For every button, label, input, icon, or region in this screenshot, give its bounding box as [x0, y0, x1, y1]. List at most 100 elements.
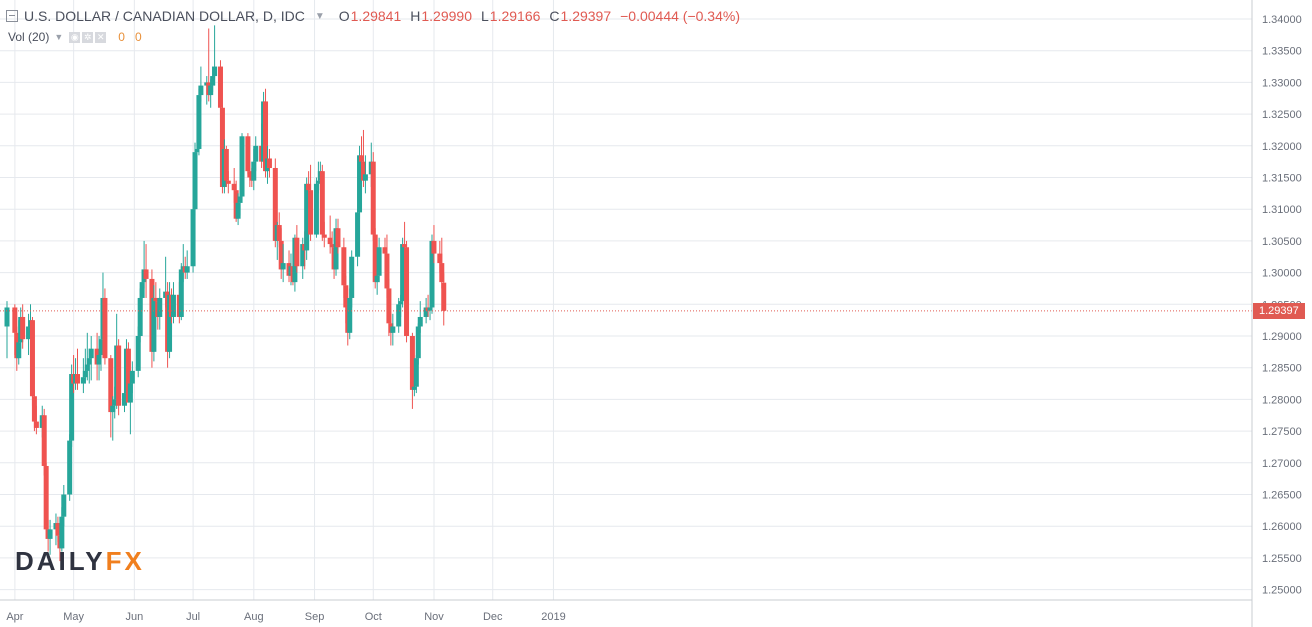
- candle-up[interactable]: [67, 434, 73, 501]
- candle-up[interactable]: [253, 136, 259, 172]
- candle-body: [196, 95, 202, 149]
- candle-up[interactable]: [400, 237, 406, 308]
- candle-down[interactable]: [404, 240, 410, 343]
- candle-up[interactable]: [47, 519, 53, 555]
- candle-up[interactable]: [417, 301, 423, 333]
- candle-down[interactable]: [33, 405, 39, 435]
- candle-down[interactable]: [308, 164, 314, 241]
- candle-up[interactable]: [280, 244, 286, 283]
- candle-down[interactable]: [319, 164, 325, 241]
- candle-up[interactable]: [127, 380, 133, 435]
- candle-down[interactable]: [245, 133, 251, 175]
- candle-body: [137, 297, 143, 336]
- candle-up[interactable]: [190, 199, 196, 273]
- candle-up[interactable]: [362, 155, 368, 194]
- candle-body: [417, 316, 423, 327]
- candle-up[interactable]: [415, 323, 421, 365]
- candle-down[interactable]: [266, 148, 272, 178]
- candle-up[interactable]: [355, 209, 361, 267]
- candle-body: [26, 326, 32, 340]
- gear-icon[interactable]: ✲: [82, 31, 94, 43]
- candle-down[interactable]: [321, 221, 327, 248]
- candle-body: [370, 161, 376, 235]
- y-tick-label: 1.33500: [1262, 46, 1302, 58]
- candle-down[interactable]: [223, 145, 229, 188]
- candle-body: [280, 263, 286, 270]
- candles-layer: [4, 25, 447, 562]
- chevron-down-icon[interactable]: ▼: [314, 10, 325, 22]
- candle-body: [31, 396, 37, 422]
- candle-down[interactable]: [43, 462, 49, 539]
- candle-down[interactable]: [41, 408, 47, 476]
- candle-up[interactable]: [413, 355, 419, 394]
- candle-up[interactable]: [157, 288, 163, 330]
- candle-up[interactable]: [198, 66, 204, 102]
- candle-down[interactable]: [439, 237, 445, 289]
- candle-down[interactable]: [225, 171, 231, 194]
- candle-down[interactable]: [29, 316, 35, 406]
- candle-body: [82, 370, 88, 378]
- candle-body: [402, 244, 408, 248]
- candle-up[interactable]: [61, 484, 67, 527]
- candle-down[interactable]: [102, 288, 108, 365]
- candle-up[interactable]: [84, 332, 90, 381]
- candle-body: [341, 247, 347, 286]
- candle-down[interactable]: [431, 225, 437, 264]
- candle-down[interactable]: [108, 355, 114, 438]
- candle-up[interactable]: [88, 336, 94, 381]
- symbol-title: U.S. DOLLAR / CANADIAN DOLLAR, D, IDC: [24, 8, 305, 24]
- candle-up[interactable]: [239, 133, 245, 203]
- candle-body: [69, 374, 75, 441]
- candle-down[interactable]: [294, 225, 300, 273]
- logo-daily: DAILY: [15, 546, 106, 576]
- candle-up[interactable]: [196, 88, 202, 156]
- candle-down[interactable]: [20, 304, 26, 349]
- candle-down[interactable]: [278, 228, 284, 279]
- candle-body: [400, 244, 406, 302]
- candle-body: [12, 307, 18, 333]
- candle-body: [315, 180, 321, 184]
- candle-up[interactable]: [167, 282, 173, 359]
- candle-up[interactable]: [192, 142, 198, 216]
- candle-up[interactable]: [212, 25, 218, 86]
- candle-up[interactable]: [313, 177, 319, 238]
- candle-body: [29, 320, 35, 397]
- candle-body: [398, 301, 404, 305]
- y-tick-label: 1.30000: [1262, 268, 1302, 280]
- candle-up[interactable]: [184, 250, 190, 279]
- candle-up[interactable]: [376, 237, 382, 283]
- x-tick-label: Dec: [483, 611, 503, 623]
- candle-up[interactable]: [178, 263, 184, 321]
- candle-down[interactable]: [335, 218, 341, 254]
- candle-down[interactable]: [409, 332, 415, 409]
- candle-up[interactable]: [349, 250, 355, 308]
- candle-down[interactable]: [75, 348, 81, 390]
- candle-body: [413, 358, 419, 387]
- candle-up[interactable]: [304, 177, 310, 260]
- candle-body: [376, 247, 382, 276]
- eye-icon[interactable]: ◉: [69, 31, 81, 43]
- close-icon[interactable]: ✕: [95, 31, 107, 43]
- candle-down[interactable]: [370, 152, 376, 241]
- candle-body: [33, 421, 39, 428]
- candle-down[interactable]: [247, 161, 253, 188]
- y-tick-label: 1.31500: [1262, 173, 1302, 185]
- candle-down[interactable]: [116, 339, 122, 416]
- candle-body: [112, 399, 118, 406]
- candle-up[interactable]: [4, 301, 10, 359]
- candle-body: [20, 316, 26, 340]
- candle-body: [253, 145, 259, 162]
- candle-up[interactable]: [170, 282, 176, 324]
- candle-body: [437, 253, 443, 264]
- candle-down[interactable]: [143, 244, 149, 298]
- candle-down[interactable]: [441, 273, 447, 326]
- candle-down[interactable]: [384, 234, 390, 298]
- chevron-down-icon[interactable]: ▼: [54, 32, 64, 42]
- candle-body: [347, 297, 353, 333]
- collapse-icon[interactable]: [6, 10, 18, 22]
- candle-up[interactable]: [129, 361, 135, 394]
- open-label: O: [338, 8, 350, 24]
- candle-up[interactable]: [390, 313, 396, 346]
- candle-body: [411, 386, 417, 390]
